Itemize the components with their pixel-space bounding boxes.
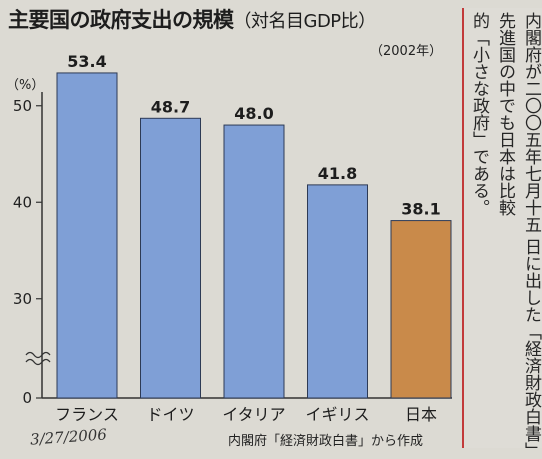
side-text-column-2: 先進国の中でも日本は比較	[495, 12, 515, 216]
y-tick-label: 0	[22, 389, 32, 407]
bars	[56, 72, 452, 399]
category-label-2: イタリア	[222, 405, 285, 424]
year-note: （2002年）	[370, 44, 443, 59]
chart-subtitle: （対名目GDP比）	[233, 11, 377, 32]
side-text-column-4: 日に出した「経済財政白書」	[521, 238, 541, 459]
category-label-4: 日本	[405, 405, 437, 424]
bar-3	[307, 184, 368, 399]
value-label-0: 53.4	[67, 52, 106, 71]
category-label-0: フランス	[55, 405, 119, 424]
bar-2	[223, 124, 285, 399]
side-text-column-3: 内閣府が二〇〇五年七月十五	[521, 12, 541, 232]
axis-break-mark	[25, 351, 51, 359]
bar-chart: 0 30 40 50 53.4 48.7 48.0 41.8 38.1 フランス ドイツ イタリア…	[13, 52, 452, 424]
value-label-1: 48.7	[151, 97, 190, 116]
value-labels: 53.4 48.7 48.0 41.8 38.1	[67, 52, 440, 219]
category-label-1: ドイツ	[146, 405, 194, 424]
y-tick-label: 50	[13, 97, 32, 115]
value-label-4: 38.1	[401, 200, 440, 219]
y-tick-label: 30	[13, 290, 32, 308]
source-note: 内閣府「経済財政白書」から作成	[228, 434, 424, 449]
category-labels: フランス ドイツ イタリア イギリス 日本	[55, 405, 437, 424]
category-label-3: イギリス	[305, 405, 369, 424]
value-label-3: 41.8	[318, 164, 357, 183]
y-tick-label: 40	[13, 193, 32, 211]
side-text-column-1: 的「小さな政府」である。	[469, 12, 489, 216]
bar-0	[56, 72, 118, 399]
y-axis-unit-label: （%）	[6, 78, 45, 93]
value-label-2: 48.0	[234, 104, 273, 123]
axis-break-mark	[25, 358, 51, 366]
chart-title: 主要国の政府支出の規模（対名目GDP比）	[8, 8, 377, 32]
bar-4	[390, 220, 452, 399]
side-article-text: 的「小さな政府」である。 先進国の中でも日本は比較 内閣府が二〇〇五年七月十五 …	[462, 8, 542, 459]
bar-1	[140, 117, 201, 399]
